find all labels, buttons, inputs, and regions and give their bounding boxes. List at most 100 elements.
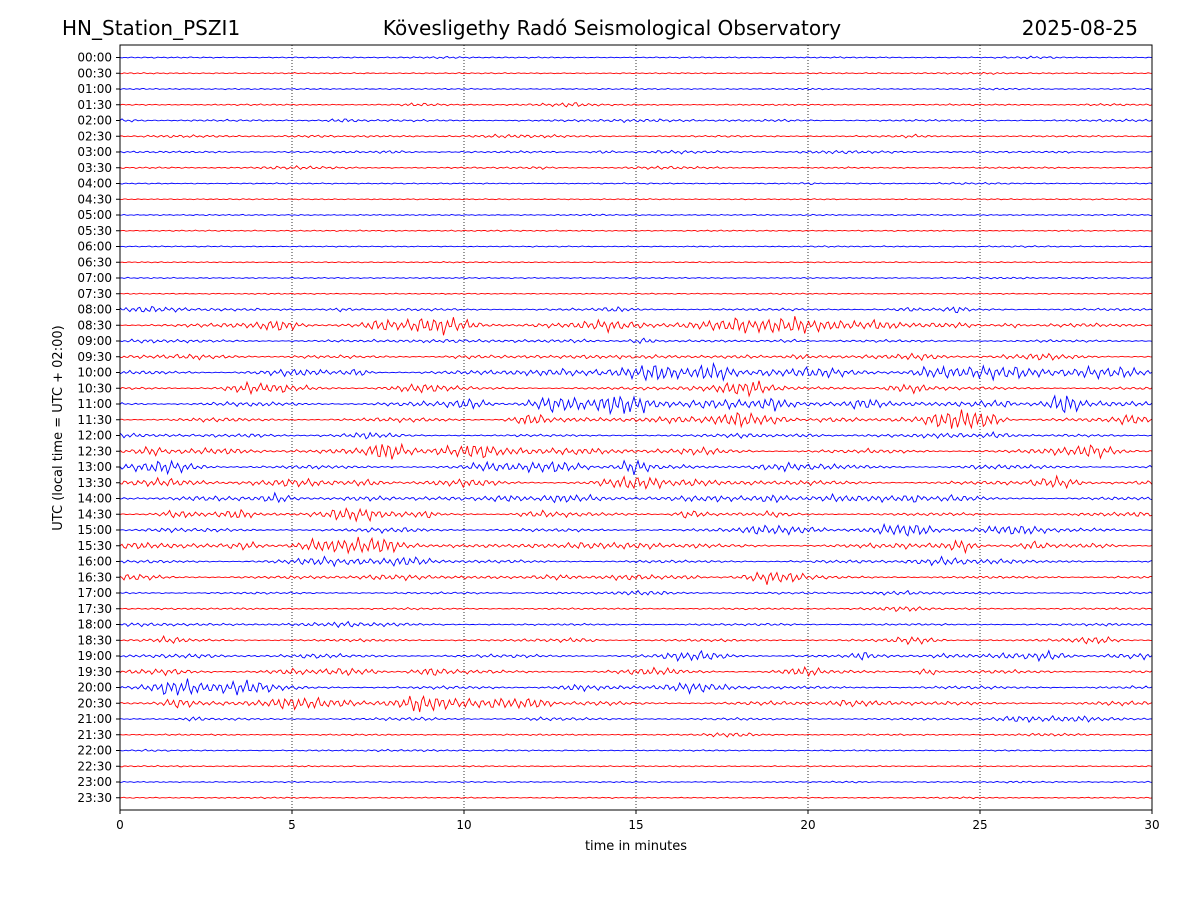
trace-1230 bbox=[119, 442, 1153, 460]
x-tick-label: 30 bbox=[1144, 818, 1159, 832]
y-tick-label: 04:30 bbox=[77, 192, 112, 206]
trace-1900 bbox=[119, 649, 1153, 663]
trace-1600 bbox=[119, 555, 1153, 568]
trace-0130 bbox=[119, 102, 1153, 108]
y-tick-label: 02:30 bbox=[77, 129, 112, 143]
y-tick-label: 06:30 bbox=[77, 255, 112, 269]
trace-1000 bbox=[119, 361, 1153, 382]
y-tick-label: 11:30 bbox=[77, 413, 112, 427]
y-tick-label: 08:00 bbox=[77, 303, 112, 317]
y-tick-label: 05:00 bbox=[77, 208, 112, 222]
y-tick-label: 04:00 bbox=[77, 177, 112, 191]
y-tick-label: 00:00 bbox=[77, 51, 112, 65]
y-tick-label: 19:30 bbox=[77, 665, 112, 679]
trace-0500 bbox=[119, 213, 1153, 217]
trace-1430 bbox=[119, 507, 1153, 523]
trace-1330 bbox=[119, 474, 1153, 490]
y-tick-label: 16:30 bbox=[77, 570, 112, 584]
x-tick-label: 10 bbox=[456, 818, 471, 832]
y-tick-label: 09:00 bbox=[77, 334, 112, 348]
trace-1530 bbox=[119, 536, 1153, 555]
grid-lines bbox=[291, 45, 981, 810]
x-tick-label: 0 bbox=[116, 818, 124, 832]
y-tick-label: 23:30 bbox=[77, 791, 112, 805]
y-tick-label: 02:00 bbox=[77, 114, 112, 128]
trace-1030 bbox=[119, 380, 1153, 398]
trace-1300 bbox=[119, 459, 1153, 476]
y-tick-label: 18:30 bbox=[77, 633, 112, 647]
plot-frame bbox=[119, 44, 1153, 811]
x-tick-label: 15 bbox=[628, 818, 643, 832]
y-tick-label: 07:00 bbox=[77, 271, 112, 285]
y-tick-label: 01:30 bbox=[77, 98, 112, 112]
trace-1200 bbox=[119, 431, 1153, 440]
y-tick-label: 20:00 bbox=[77, 681, 112, 695]
trace-2030 bbox=[119, 695, 1153, 713]
chart-title: Kövesligethy Radó Seismological Observat… bbox=[383, 16, 841, 40]
y-tick-label: 10:30 bbox=[77, 381, 112, 395]
trace-0800 bbox=[119, 305, 1153, 314]
y-tick-label: 00:30 bbox=[77, 66, 112, 80]
trace-1830 bbox=[119, 634, 1153, 646]
y-tick-label: 13:00 bbox=[77, 460, 112, 474]
y-tick-label: 10:00 bbox=[77, 366, 112, 380]
chart-date: 2025-08-25 bbox=[1022, 16, 1138, 40]
trace-0530 bbox=[119, 229, 1153, 233]
y-tick-label: 14:00 bbox=[77, 492, 112, 506]
trace-2300 bbox=[119, 780, 1153, 784]
y-tick-label: 17:00 bbox=[77, 586, 112, 600]
trace-1630 bbox=[119, 571, 1153, 585]
y-tick-label: 22:00 bbox=[77, 744, 112, 758]
y-tick-label: 15:30 bbox=[77, 539, 112, 553]
trace-1700 bbox=[119, 589, 1153, 596]
y-tick-label: 12:30 bbox=[77, 444, 112, 458]
trace-0300 bbox=[119, 149, 1153, 155]
trace-1730 bbox=[119, 606, 1153, 613]
y-tick-label: 15:00 bbox=[77, 523, 112, 537]
x-axis-label: time in minutes bbox=[585, 839, 687, 854]
y-tick-label: 18:00 bbox=[77, 618, 112, 632]
trace-2330 bbox=[119, 796, 1153, 800]
y-axis-label: UTC (local time = UTC + 02:00) bbox=[51, 325, 66, 530]
trace-1800 bbox=[119, 620, 1153, 629]
y-tick-label: 06:00 bbox=[77, 240, 112, 254]
y-tick-label: 07:30 bbox=[77, 287, 112, 301]
y-tick-label: 21:30 bbox=[77, 728, 112, 742]
trace-0000 bbox=[119, 55, 1153, 60]
trace-1130 bbox=[119, 409, 1153, 430]
trace-0830 bbox=[119, 316, 1153, 336]
trace-1400 bbox=[119, 491, 1153, 504]
trace-0200 bbox=[119, 118, 1153, 124]
trace-0700 bbox=[119, 276, 1153, 280]
trace-2130 bbox=[119, 732, 1153, 738]
y-tick-label: 01:00 bbox=[77, 82, 112, 96]
trace-0030 bbox=[119, 71, 1153, 75]
y-tick-label: 03:00 bbox=[77, 145, 112, 159]
trace-0600 bbox=[119, 245, 1153, 248]
trace-0100 bbox=[119, 87, 1153, 91]
y-tick-label: 23:00 bbox=[77, 775, 112, 789]
y-tick-label: 20:30 bbox=[77, 696, 112, 710]
y-tick-label: 03:30 bbox=[77, 161, 112, 175]
y-tick-label: 12:00 bbox=[77, 429, 112, 443]
y-tick-label: 13:30 bbox=[77, 476, 112, 490]
y-tick-label: 08:30 bbox=[77, 318, 112, 332]
y-tick-label: 16:00 bbox=[77, 555, 112, 569]
trace-0730 bbox=[119, 292, 1153, 295]
x-axis-ticks: 0 5 10 15 20 25 30 bbox=[116, 810, 1160, 832]
trace-1100 bbox=[119, 394, 1153, 416]
trace-group bbox=[119, 55, 1153, 800]
trace-1500 bbox=[119, 523, 1153, 537]
trace-0430 bbox=[119, 198, 1153, 201]
y-tick-label: 11:00 bbox=[77, 397, 112, 411]
x-tick-label: 5 bbox=[288, 818, 296, 832]
trace-2200 bbox=[119, 748, 1153, 753]
trace-0230 bbox=[119, 133, 1153, 139]
y-tick-label: 09:30 bbox=[77, 350, 112, 364]
y-tick-label: 17:30 bbox=[77, 602, 112, 616]
trace-1930 bbox=[119, 666, 1153, 678]
trace-2000 bbox=[119, 678, 1153, 696]
station-name: HN_Station_PSZI1 bbox=[62, 16, 240, 40]
